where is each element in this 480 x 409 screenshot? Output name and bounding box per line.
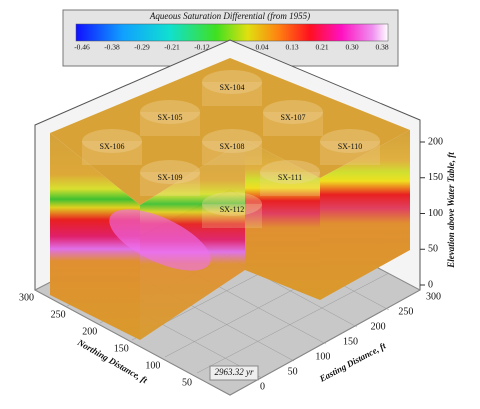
colorbar-tick-label: 0.30 bbox=[345, 43, 358, 52]
tank-body bbox=[202, 141, 262, 165]
colorbar-tick-label: -0.38 bbox=[104, 43, 120, 52]
tanks: SX-104 SX-105 SX-106 SX-107 SX-108 SX-109 SX-1… bbox=[82, 70, 380, 228]
tank-body bbox=[82, 141, 142, 165]
tank bbox=[260, 160, 320, 184]
tank-label: SX-110 bbox=[338, 142, 363, 151]
tank-body bbox=[320, 141, 380, 165]
tank bbox=[263, 100, 323, 124]
northing-tick-label: 200 bbox=[82, 326, 97, 337]
colorbar-tick-label: -0.29 bbox=[134, 43, 150, 52]
colorbar-tick-label: 0.04 bbox=[255, 43, 268, 52]
tank bbox=[82, 129, 142, 153]
northing-tick-label: 100 bbox=[145, 360, 160, 371]
volume-right-face bbox=[320, 130, 410, 300]
northing-tick-label: 150 bbox=[114, 343, 129, 354]
time-box bbox=[209, 365, 259, 381]
tank-label: SX-108 bbox=[220, 142, 245, 151]
colorbar-title: Aqueous Saturation Differential (from 19… bbox=[149, 11, 310, 21]
elevation-tick-label: 150 bbox=[428, 172, 443, 183]
colorbar-tick-label: 0.38 bbox=[375, 43, 388, 52]
colorbar-tick-label: -0.12 bbox=[194, 43, 210, 52]
time-label: 2963.32 yr bbox=[215, 367, 254, 377]
elevation-tick-label: 0 bbox=[428, 279, 433, 290]
colorbar-gradient bbox=[75, 23, 389, 42]
tank bbox=[202, 70, 262, 94]
tank-label: SX-109 bbox=[158, 173, 183, 182]
plume bbox=[109, 209, 211, 271]
volume-notch-side bbox=[245, 140, 320, 300]
tank bbox=[140, 160, 200, 184]
easting-tick-label: 0 bbox=[260, 381, 265, 392]
elevation-axis-label: Elevation above Water Table, ft bbox=[446, 152, 456, 269]
volume-top bbox=[50, 58, 410, 205]
tank-label: SX-111 bbox=[278, 173, 302, 182]
northing-tick-label: 300 bbox=[19, 292, 34, 303]
tank-body bbox=[202, 204, 262, 228]
colorbar-tick-label: 0.13 bbox=[285, 43, 298, 52]
tank-body bbox=[140, 112, 200, 136]
easting-tick-label: 100 bbox=[315, 351, 330, 362]
easting-tick-label: 300 bbox=[426, 291, 441, 302]
tank-label: SX-112 bbox=[220, 205, 245, 214]
elevation-tick-label: 50 bbox=[428, 244, 438, 255]
tank-body bbox=[263, 112, 323, 136]
tank-label: SX-104 bbox=[220, 83, 245, 92]
tank-label: SX-105 bbox=[158, 113, 183, 122]
easting-tick-label: 150 bbox=[343, 336, 358, 347]
volume-left-face bbox=[50, 133, 140, 340]
tank-body bbox=[260, 172, 320, 196]
tank bbox=[202, 192, 262, 216]
tank bbox=[320, 129, 380, 153]
northing-tick-label: 250 bbox=[51, 309, 66, 320]
tank-body bbox=[140, 172, 200, 196]
elevation-tick-label: 200 bbox=[428, 136, 443, 147]
colorbar-tick-label: 0.21 bbox=[315, 43, 328, 52]
colorbar-tick-label: -0.46 bbox=[74, 43, 90, 52]
colorbar-tick-label: -0.21 bbox=[164, 43, 180, 52]
tank-label: SX-107 bbox=[281, 113, 306, 122]
easting-tick-label: 250 bbox=[398, 306, 413, 317]
tank bbox=[202, 129, 262, 153]
tank bbox=[140, 100, 200, 124]
easting-tick-label: 200 bbox=[371, 321, 386, 332]
northing-tick-label: 50 bbox=[182, 377, 192, 388]
tank-body bbox=[202, 82, 262, 106]
tank-label: SX-106 bbox=[100, 142, 125, 151]
easting-tick-label: 50 bbox=[288, 366, 298, 377]
elevation-tick-label: 100 bbox=[428, 208, 443, 219]
